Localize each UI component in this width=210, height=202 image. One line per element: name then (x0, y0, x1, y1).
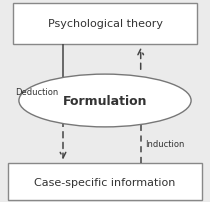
Text: Deduction: Deduction (16, 87, 59, 96)
Text: Induction: Induction (145, 139, 184, 148)
FancyBboxPatch shape (8, 164, 202, 200)
FancyBboxPatch shape (13, 4, 197, 44)
Text: Psychological theory: Psychological theory (47, 19, 163, 29)
Ellipse shape (19, 75, 191, 127)
Text: Formulation: Formulation (63, 95, 147, 107)
Text: Case-specific information: Case-specific information (34, 177, 176, 187)
